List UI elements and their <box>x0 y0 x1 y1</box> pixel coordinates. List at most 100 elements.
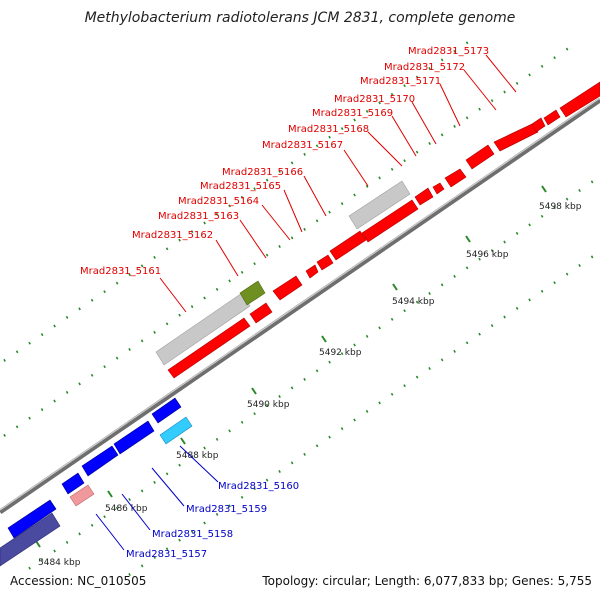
guide-dot <box>553 206 556 210</box>
guide-dot <box>128 273 131 276</box>
guide-dot <box>253 487 256 491</box>
gene-label-5167[interactable]: Mrad2831_5167 <box>262 140 369 187</box>
guide-dot <box>253 262 256 266</box>
gene-label-5168[interactable]: Mrad2831_5168 <box>288 124 403 167</box>
gene-label-5171[interactable]: Mrad2831_5171 <box>360 76 461 127</box>
guide-dot <box>415 375 419 379</box>
guide-dot <box>503 240 506 244</box>
guide-dot <box>240 270 244 274</box>
guide-dot <box>528 73 531 77</box>
gene-arrow-5166[interactable] <box>329 230 367 261</box>
svg-text:Mrad2831_5172: Mrad2831_5172 <box>384 62 465 73</box>
guide-dot <box>428 367 431 370</box>
gene-arrow-5164[interactable] <box>305 264 319 279</box>
guide-dot <box>453 274 456 278</box>
guide-dot <box>428 292 431 295</box>
guide-dot <box>190 230 194 234</box>
gene-arrow-5159c[interactable] <box>81 445 119 477</box>
svg-text:5484 kbp: 5484 kbp <box>38 558 81 568</box>
gene-arrow-5157[interactable] <box>7 499 57 539</box>
guide-dot <box>565 272 569 276</box>
gene-label-5166[interactable]: Mrad2831_5166 <box>222 167 327 217</box>
accession-text: Accession: NC_010505 <box>10 574 146 588</box>
gene-arrow-5159a[interactable] <box>151 397 182 424</box>
guide-dot <box>153 480 156 484</box>
gene-arrow-5172[interactable] <box>493 123 539 152</box>
gene-arrow-5173b[interactable] <box>559 81 600 118</box>
gene-arrow-5160[interactable] <box>159 416 193 445</box>
guide-dot <box>353 193 356 197</box>
gene-arrow-5167[interactable] <box>361 199 419 243</box>
gene-label-5172[interactable]: Mrad2831_5172 <box>384 62 497 111</box>
gene-label-5170[interactable]: Mrad2831_5170 <box>334 94 437 145</box>
svg-text:5486 kbp: 5486 kbp <box>105 504 148 514</box>
guide-dot <box>65 390 69 394</box>
gene-arrow-5169[interactable] <box>432 182 445 195</box>
guide-dot <box>565 47 569 51</box>
gene-arrow-5161[interactable] <box>167 317 251 379</box>
guide-dot <box>228 204 231 208</box>
guide-dot <box>203 521 206 525</box>
guide-dot <box>515 81 519 85</box>
guide-dot <box>15 425 19 429</box>
guide-dot <box>203 296 206 300</box>
guide-dot <box>340 352 344 356</box>
svg-text:Mrad2831_5157: Mrad2831_5157 <box>126 549 207 560</box>
svg-text:Mrad2831_5161: Mrad2831_5161 <box>80 266 161 277</box>
guide-dot <box>165 322 169 326</box>
guide-dot <box>340 127 344 131</box>
gene-arrow-5168[interactable] <box>414 187 434 206</box>
guide-dot <box>415 75 419 79</box>
guide-dot <box>28 566 31 570</box>
gene-label-5163[interactable]: Mrad2831_5163 <box>158 211 267 259</box>
olive-feature-bar[interactable] <box>239 280 266 306</box>
gene-arrow-5165[interactable] <box>316 254 334 271</box>
gene-label-5162[interactable]: Mrad2831_5162 <box>132 230 239 277</box>
guide-dot <box>315 444 319 448</box>
gene-arrow-5171[interactable] <box>465 144 495 170</box>
gene-arrow-5173[interactable] <box>543 109 561 126</box>
guide-dot <box>378 401 381 405</box>
navy-feature-bar[interactable] <box>0 512 61 567</box>
gene-label-5159[interactable]: Mrad2831_5159 <box>151 467 267 515</box>
reverse-gene-labels: Mrad2831_5160 Mrad2831_5159 Mrad2831_515… <box>95 445 299 560</box>
gene-label-5157[interactable]: Mrad2831_5157 <box>95 513 207 560</box>
gene-label-5164[interactable]: Mrad2831_5164 <box>178 196 291 241</box>
gene-arrow-5172b[interactable] <box>531 117 546 133</box>
guide-dot <box>390 92 394 96</box>
guide-dot <box>503 90 506 94</box>
gene-label-5165[interactable]: Mrad2831_5165 <box>200 181 303 233</box>
gene-label-5158[interactable]: Mrad2831_5158 <box>121 493 233 540</box>
guide-dot <box>140 489 144 493</box>
guide-dot <box>140 339 144 343</box>
guide-dot <box>290 461 294 465</box>
gene-label-5161[interactable]: Mrad2831_5161 <box>80 266 187 313</box>
gene-arrow-5170[interactable] <box>444 168 467 188</box>
ruler-tick-5486: 5486 kbp <box>105 490 148 514</box>
guide-dot <box>465 341 469 345</box>
pink-feature[interactable] <box>69 484 95 507</box>
guide-dot <box>303 377 306 381</box>
guide-dot <box>478 332 481 336</box>
gene-arrow-5159b[interactable] <box>113 420 155 455</box>
guide-dot <box>128 498 131 501</box>
gene-arrow-5162[interactable] <box>249 302 273 324</box>
gene-label-5160[interactable]: Mrad2831_5160 <box>179 445 299 492</box>
gene-label-5173[interactable]: Mrad2831_5173 <box>408 46 517 93</box>
guide-dot <box>328 435 331 439</box>
grey-feature-bar-2[interactable] <box>348 180 411 230</box>
guide-dot <box>90 373 94 377</box>
grey-feature-bar-1[interactable] <box>155 292 251 366</box>
gene-arrow-5163[interactable] <box>272 275 303 301</box>
svg-text:Mrad2831_5160: Mrad2831_5160 <box>218 481 299 492</box>
guide-dot <box>215 212 219 216</box>
guide-dot <box>228 504 231 508</box>
guide-dot <box>3 358 6 362</box>
guide-dot <box>478 107 481 111</box>
gene-label-5169[interactable]: Mrad2831_5169 <box>312 108 417 157</box>
guide-dot <box>240 495 244 499</box>
svg-text:5496 kbp: 5496 kbp <box>466 250 509 260</box>
guide-dot <box>315 144 319 148</box>
gene-arrow-5158[interactable] <box>61 472 85 495</box>
guide-dot <box>453 349 456 353</box>
